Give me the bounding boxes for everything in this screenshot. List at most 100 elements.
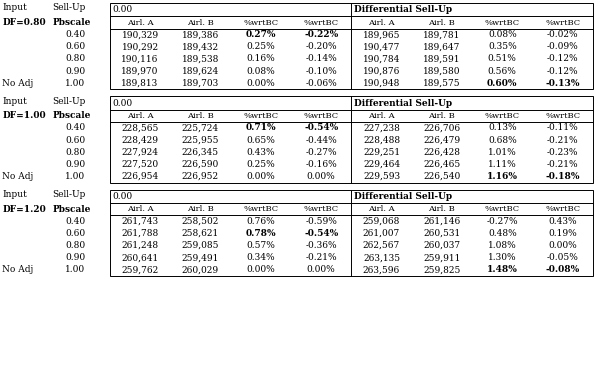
Text: 0.43%: 0.43%: [247, 148, 275, 157]
Text: %wrtBC: %wrtBC: [304, 18, 339, 27]
Text: 0.65%: 0.65%: [247, 136, 275, 145]
Text: 1.11%: 1.11%: [488, 160, 517, 169]
Text: 0.60: 0.60: [65, 229, 86, 238]
Text: 190,948: 190,948: [363, 79, 400, 88]
Text: 0.00%: 0.00%: [247, 79, 275, 88]
Text: 0.51%: 0.51%: [488, 54, 517, 64]
Text: 0.19%: 0.19%: [548, 229, 577, 238]
Text: 261,007: 261,007: [363, 229, 400, 238]
Text: 0.90: 0.90: [65, 67, 86, 76]
Bar: [110, 96, 593, 183]
Text: Input: Input: [2, 3, 27, 12]
Text: 227,924: 227,924: [122, 148, 159, 157]
Text: -0.22%: -0.22%: [304, 30, 339, 39]
Text: -0.02%: -0.02%: [547, 30, 579, 39]
Text: 190,876: 190,876: [363, 67, 400, 76]
Text: 228,488: 228,488: [363, 136, 400, 145]
Text: Airl. A: Airl. A: [368, 18, 395, 27]
Text: 228,429: 228,429: [122, 136, 159, 145]
Text: 259,491: 259,491: [182, 253, 219, 262]
Text: -0.21%: -0.21%: [547, 136, 579, 145]
Text: -0.10%: -0.10%: [305, 67, 337, 76]
Text: Differential Sell-Up: Differential Sell-Up: [354, 192, 453, 201]
Text: 261,146: 261,146: [424, 217, 460, 226]
Text: 189,965: 189,965: [363, 30, 400, 39]
Text: 0.71%: 0.71%: [245, 123, 276, 132]
Text: 259,085: 259,085: [182, 241, 219, 250]
Text: -0.27%: -0.27%: [305, 148, 337, 157]
Text: 259,911: 259,911: [423, 253, 460, 262]
Text: -0.09%: -0.09%: [546, 42, 579, 51]
Text: -0.21%: -0.21%: [547, 160, 579, 169]
Text: 227,520: 227,520: [122, 160, 159, 169]
Text: 226,428: 226,428: [424, 148, 460, 157]
Text: 189,386: 189,386: [182, 30, 219, 39]
Text: 262,567: 262,567: [363, 241, 400, 250]
Text: -0.20%: -0.20%: [305, 42, 337, 51]
Text: -0.23%: -0.23%: [547, 148, 579, 157]
Bar: [110, 3, 593, 89]
Text: 190,784: 190,784: [363, 54, 400, 64]
Text: 0.00%: 0.00%: [307, 265, 336, 274]
Text: Airl. B: Airl. B: [428, 205, 455, 213]
Bar: [110, 190, 593, 276]
Text: 189,591: 189,591: [423, 54, 461, 64]
Text: 0.35%: 0.35%: [488, 42, 517, 51]
Text: 226,706: 226,706: [424, 123, 460, 132]
Text: 261,788: 261,788: [121, 229, 159, 238]
Text: Airl. B: Airl. B: [187, 18, 214, 27]
Text: 0.90: 0.90: [65, 253, 86, 262]
Text: %wrtBC: %wrtBC: [485, 112, 520, 120]
Text: 0.25%: 0.25%: [247, 42, 275, 51]
Text: 0.00: 0.00: [113, 5, 133, 14]
Text: 0.08%: 0.08%: [488, 30, 517, 39]
Text: 189,970: 189,970: [121, 67, 159, 76]
Text: -0.05%: -0.05%: [546, 253, 579, 262]
Text: 190,329: 190,329: [122, 30, 159, 39]
Text: 0.40: 0.40: [65, 123, 86, 132]
Text: 226,465: 226,465: [424, 160, 460, 169]
Text: -0.16%: -0.16%: [305, 160, 337, 169]
Text: 1.00: 1.00: [65, 172, 86, 181]
Text: -0.27%: -0.27%: [486, 217, 518, 226]
Text: 1.00: 1.00: [65, 79, 86, 88]
Text: -0.36%: -0.36%: [305, 241, 337, 250]
Text: -0.12%: -0.12%: [547, 67, 579, 76]
Text: 0.43%: 0.43%: [548, 217, 577, 226]
Text: 261,743: 261,743: [122, 217, 159, 226]
Text: 0.16%: 0.16%: [247, 54, 275, 64]
Text: 0.13%: 0.13%: [488, 123, 517, 132]
Text: 228,565: 228,565: [121, 123, 159, 132]
Text: DF=0.80: DF=0.80: [2, 18, 46, 27]
Text: %wrtBC: %wrtBC: [304, 112, 339, 120]
Text: Differential Sell-Up: Differential Sell-Up: [354, 5, 453, 14]
Text: 225,955: 225,955: [182, 136, 219, 145]
Text: 0.60: 0.60: [65, 136, 86, 145]
Text: 0.68%: 0.68%: [488, 136, 517, 145]
Text: DF=1.20: DF=1.20: [2, 205, 46, 214]
Text: Input: Input: [2, 96, 27, 105]
Text: 260,029: 260,029: [182, 265, 219, 274]
Text: 1.48%: 1.48%: [487, 265, 518, 274]
Text: Airl. B: Airl. B: [187, 112, 214, 120]
Text: 226,479: 226,479: [424, 136, 460, 145]
Text: 189,432: 189,432: [182, 42, 219, 51]
Text: 190,477: 190,477: [363, 42, 400, 51]
Text: 189,703: 189,703: [182, 79, 219, 88]
Text: 0.00%: 0.00%: [548, 241, 577, 250]
Text: 0.57%: 0.57%: [247, 241, 275, 250]
Text: 258,502: 258,502: [182, 217, 219, 226]
Text: %wrtBC: %wrtBC: [545, 205, 580, 213]
Text: 261,248: 261,248: [122, 241, 159, 250]
Text: -0.54%: -0.54%: [304, 229, 339, 238]
Text: Airl. A: Airl. A: [127, 205, 153, 213]
Text: -0.18%: -0.18%: [545, 172, 580, 181]
Text: Pbscale: Pbscale: [52, 205, 91, 214]
Text: 1.08%: 1.08%: [488, 241, 517, 250]
Text: 0.00%: 0.00%: [247, 172, 275, 181]
Text: 0.76%: 0.76%: [247, 217, 275, 226]
Text: Input: Input: [2, 190, 27, 199]
Text: 0.00: 0.00: [113, 99, 133, 107]
Text: 229,593: 229,593: [363, 172, 400, 181]
Text: Airl. B: Airl. B: [428, 18, 455, 27]
